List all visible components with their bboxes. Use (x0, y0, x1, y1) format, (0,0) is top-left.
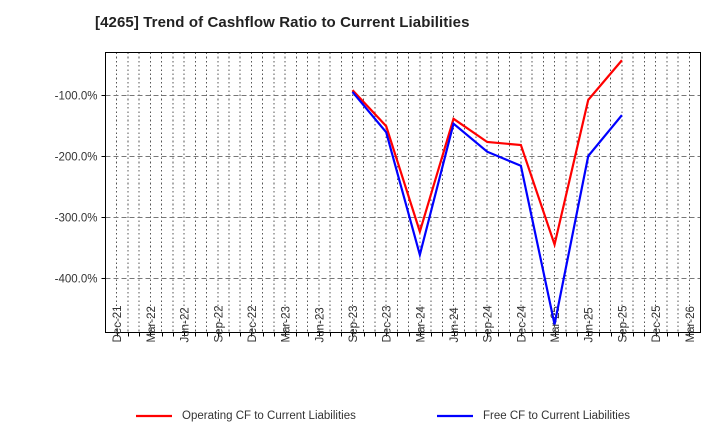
x-axis-tick-label: Sep-25 (617, 305, 629, 342)
x-axis-tick-label: Jun-23 (314, 307, 326, 342)
series-line-operating-cf (351, 59, 623, 249)
x-axis-tick-label: Mar-24 (415, 305, 427, 342)
x-axis-tick-label: Dec-25 (651, 305, 663, 342)
x-axis-tick-label: Sep-22 (213, 305, 225, 342)
y-axis-ticks (101, 95, 106, 279)
y-axis-labels: -100.0% -200.0% -300.0% -400.0% (55, 91, 98, 286)
x-axis-tick-label: Dec-22 (247, 305, 259, 342)
x-axis-tick-label: Sep-24 (483, 305, 495, 343)
plot-frame (105, 52, 701, 333)
y-axis-tick-label: -300.0% (55, 213, 98, 225)
x-axis-tick-label: Mar-26 (685, 306, 697, 342)
y-axis-tick-label: -100.0% (55, 91, 98, 103)
x-axis-tick-label: Dec-24 (516, 305, 528, 343)
x-axis-tick-label: Jun-22 (180, 307, 192, 342)
series-line-free-cf (351, 91, 623, 325)
series-lines (351, 59, 623, 325)
x-axis-ticks (117, 332, 690, 337)
legend-label-free-cf: Free CF to Current Liabilities (483, 410, 630, 422)
legend-label-operating-cf: Operating CF to Current Liabilities (182, 410, 356, 422)
x-axis-tick-label: Jun-25 (584, 307, 596, 342)
chart-title: [4265] Trend of Cashflow Ratio to Curren… (95, 14, 470, 31)
gridlines-major (105, 95, 701, 279)
x-axis-tick-label: Dec-23 (382, 305, 394, 342)
y-axis-tick-label: -400.0% (55, 274, 98, 286)
x-axis-tick-label: Dec-21 (112, 305, 124, 342)
y-axis-tick-label: -200.0% (55, 152, 98, 164)
x-axis-tick-label: Mar-23 (281, 306, 293, 342)
x-axis-tick-label: Sep-23 (348, 305, 360, 342)
x-axis-tick-label: Mar-22 (146, 306, 158, 342)
chart-legend: Operating CF to Current Liabilities Free … (136, 410, 630, 422)
x-axis-labels: Dec-21 Mar-22 Jun-22 Sep-22 Dec-22 Mar-23 Jun-… (112, 305, 697, 343)
x-axis-tick-label: Jun-24 (449, 307, 461, 343)
